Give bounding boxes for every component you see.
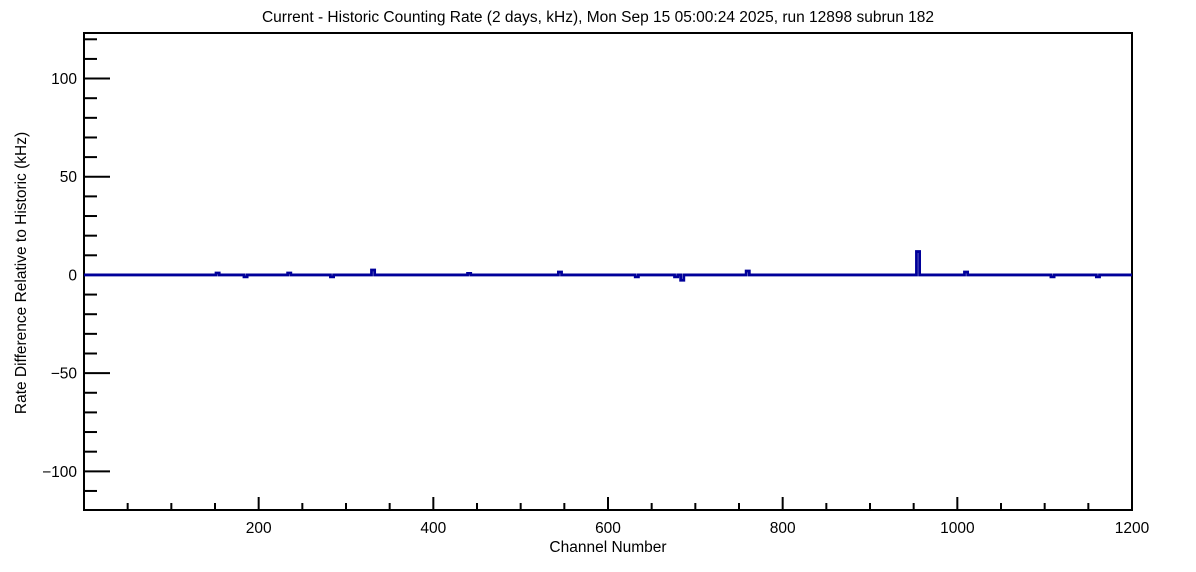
x-tick-label: 1000 — [940, 520, 975, 537]
data-series-line — [84, 250, 1132, 282]
x-tick-label: 800 — [770, 520, 796, 537]
y-tick-label: 50 — [60, 169, 78, 186]
y-tick-label: 100 — [51, 71, 77, 88]
y-tick-label: 0 — [68, 267, 77, 284]
plot-title: Current - Historic Counting Rate (2 days… — [261, 9, 935, 26]
x-tick-label: 200 — [246, 520, 272, 537]
x-tick-label: 600 — [595, 520, 621, 537]
plot-frame — [83, 32, 1133, 511]
x-tick-label: 1200 — [1115, 520, 1150, 537]
x-axis-title: Channel Number — [549, 539, 667, 556]
y-tick-label: −50 — [51, 366, 78, 383]
x-tick-label: 400 — [420, 520, 446, 537]
y-tick-label: −100 — [42, 464, 77, 481]
